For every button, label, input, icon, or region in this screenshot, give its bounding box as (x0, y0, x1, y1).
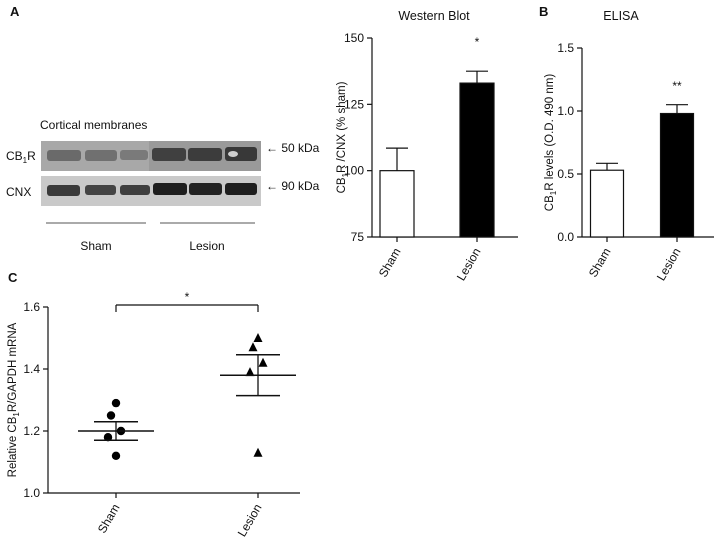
qpcr-point-sham-0 (111, 398, 121, 408)
qpcr-xlabel-sham: Sham (95, 502, 123, 536)
western-bar-chart: 75 100 125 150 Western Blot Sham Lesion * CB1R /… (336, 9, 518, 283)
qpcr-point-lesion-0 (253, 333, 263, 342)
elisa-title: ELISA (603, 9, 639, 23)
qpcr-significance: * (185, 290, 190, 304)
western-significance: * (475, 35, 480, 49)
elisa-ylabel: CB1R levels (O.D. 490 nm) (544, 74, 558, 212)
qpcr-point-lesion-4 (253, 447, 263, 457)
western-bar-sham (379, 170, 415, 238)
marker-90kda: ← 90 kDa (266, 179, 320, 193)
blot-title: Cortical membranes (40, 118, 147, 132)
elisa-ytick-label-2: 1.0 (557, 104, 574, 118)
blot-strip-cnx (41, 176, 261, 206)
western-ytick-label-3: 150 (344, 31, 364, 45)
qpcr-point-lesion-2 (258, 357, 268, 367)
group-label-sham: Sham (80, 239, 111, 253)
qpcr-ylabel: Relative CB1R/GAPDH mRNA (7, 322, 21, 477)
group-label-lesion: Lesion (189, 239, 224, 253)
qpcr-point-lesion-3 (245, 367, 255, 377)
panel-letter-a: A (10, 4, 20, 19)
elisa-ytick-label-3: 1.5 (557, 41, 574, 55)
qpcr-xlabel-lesion: Lesion (235, 502, 265, 540)
western-ytick-label-1: 100 (344, 164, 364, 178)
marker-50kda: ← 50 kDa (266, 141, 320, 155)
western-ytick-label-0: 75 (351, 230, 365, 244)
panel-letter-c: C (8, 270, 18, 285)
elisa-bar-sham (589, 169, 625, 238)
qpcr-ytick-label-1: 1.2 (23, 424, 40, 438)
western-xlabel-lesion: Lesion (454, 246, 484, 284)
elisa-ytick-label-0: 0.0 (557, 230, 574, 244)
elisa-xlabel-sham: Sham (586, 246, 614, 280)
western-title: Western Blot (398, 9, 470, 23)
western-xlabel-sham: Sham (376, 246, 404, 280)
qpcr-point-sham-3 (103, 433, 113, 442)
qpcr-ytick-label-2: 1.4 (23, 362, 40, 376)
blot-row-label-cnx: CNX (6, 185, 31, 199)
elisa-significance: ** (672, 79, 682, 93)
qpcr-ytick-label-0: 1.0 (23, 486, 40, 500)
western-ylabel: CB1R /CNX (% sham) (336, 81, 350, 193)
panel-letter-b: B (539, 4, 548, 19)
qpcr-ytick-label-3: 1.6 (23, 300, 40, 314)
qpcr-scatter-chart: 1.0 1.2 1.4 1.6 Sham Lesion * Relative CB1R/GAP… (7, 290, 300, 539)
elisa-bar-chart: 0.0 0.5 1.0 1.5 ELISA Sham Lesion ** CB1R levels… (544, 9, 714, 283)
qpcr-point-lesion-1 (248, 342, 258, 352)
elisa-bar-lesion (659, 112, 695, 238)
western-bar-lesion (459, 82, 495, 238)
qpcr-point-sham-1 (106, 411, 116, 420)
blot-strip-cb1r (41, 141, 261, 171)
western-ytick-label-2: 125 (344, 97, 364, 111)
blot-row-label-cb1r: CB1R (6, 149, 36, 165)
western-blot-image: Cortical membranes CB1R CNX (6, 118, 320, 253)
elisa-ytick-label-1: 0.5 (557, 167, 574, 181)
elisa-xlabel-lesion: Lesion (654, 246, 684, 284)
qpcr-point-sham-4 (111, 451, 121, 460)
